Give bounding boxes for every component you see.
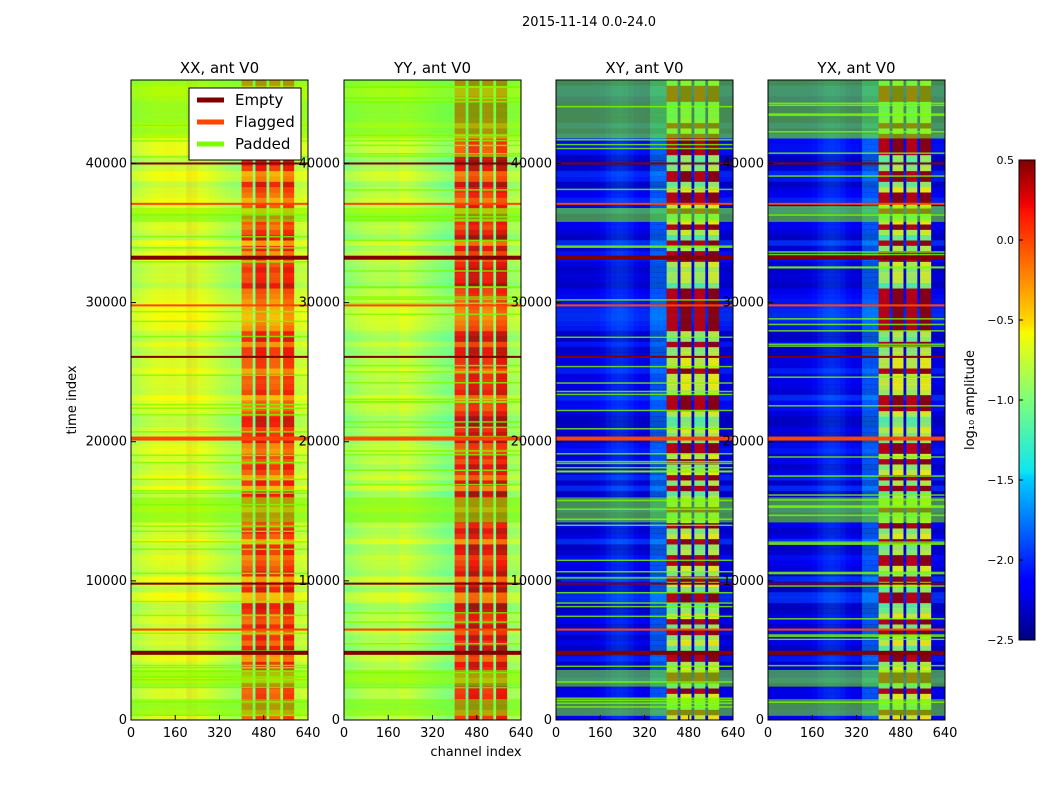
panel-title: XY, ant V0 [605, 59, 683, 77]
x-tick-label: 640 [721, 726, 746, 741]
heatmap-image [768, 80, 945, 720]
colorbar-tick-label: 0.0 [997, 234, 1015, 247]
x-tick-label: 0 [127, 726, 135, 741]
colorbar-tick-label: −1.0 [987, 394, 1014, 407]
panel-2: YY, ant V0 0 160 320 480 640 0 10000 20000 30000 4… [299, 59, 534, 741]
panel-title: YX, ant V0 [816, 59, 895, 77]
y-axis-label: time index [65, 365, 80, 434]
legend-entry: Empty [235, 91, 283, 109]
x-tick-label: 160 [800, 726, 825, 741]
colorbar-label: log₁₀ amplitude [963, 350, 978, 450]
x-tick-label: 160 [163, 726, 188, 741]
y-tick-label: 10000 [299, 574, 340, 589]
x-tick-label: 160 [588, 726, 613, 741]
x-tick-label: 0 [340, 726, 348, 741]
colorbar-tick-label: −2.0 [987, 554, 1014, 567]
x-tick-label: 320 [632, 726, 657, 741]
x-tick-label: 480 [464, 726, 489, 741]
y-tick-label: 10000 [86, 574, 127, 589]
heatmap-image [131, 80, 308, 720]
y-tick-label: 30000 [723, 296, 764, 311]
colorbar-tick-label: −2.5 [987, 634, 1014, 647]
x-tick-label: 640 [296, 726, 321, 741]
heatmap-image [344, 80, 521, 720]
x-tick-label: 0 [552, 726, 560, 741]
panel-4: YX, ant V0 0 160 320 480 640 0 10000 20000 30000 4… [723, 59, 958, 741]
y-tick-label: 30000 [299, 296, 340, 311]
y-tick-label: 0 [119, 713, 127, 728]
legend-entry: Flagged [235, 113, 295, 131]
x-tick-label: 160 [376, 726, 401, 741]
x-tick-label: 480 [251, 726, 276, 741]
legend: Empty Flagged Padded [188, 87, 302, 161]
x-tick-label: 320 [207, 726, 232, 741]
panel-3: XY, ant V0 0 160 320 480 640 0 10000 20000 30000 4… [511, 59, 746, 741]
y-tick-label: 10000 [511, 574, 552, 589]
y-tick-label: 10000 [723, 574, 764, 589]
y-tick-label: 0 [332, 713, 340, 728]
panel-title: YY, ant V0 [393, 59, 471, 77]
colorbar-tick-label: −1.5 [987, 474, 1014, 487]
x-tick-label: 640 [509, 726, 534, 741]
panel-1: XX, ant V0 0 160 320 480 640 0 10000 20000 30000 4… [86, 59, 321, 741]
y-tick-label: 20000 [299, 435, 340, 450]
y-tick-label: 40000 [511, 156, 552, 171]
legend-entry: Padded [235, 135, 290, 153]
y-tick-label: 20000 [723, 435, 764, 450]
figure-suptitle: 2015-11-14 0.0-24.0 [522, 15, 656, 30]
panel-title: XX, ant V0 [180, 59, 259, 77]
x-tick-label: 320 [844, 726, 869, 741]
x-tick-label: 640 [933, 726, 958, 741]
y-tick-label: 0 [544, 713, 552, 728]
y-tick-label: 30000 [511, 296, 552, 311]
y-tick-label: 0 [756, 713, 764, 728]
colorbar: 0.5 0.0 −0.5 −1.0 −1.5 −2.0 −2.5 log₁₀ amplitu… [963, 154, 1036, 647]
y-tick-label: 20000 [86, 435, 127, 450]
x-tick-label: 0 [764, 726, 772, 741]
x-tick-label: 320 [420, 726, 445, 741]
y-tick-label: 40000 [299, 156, 340, 171]
x-axis-label: channel index [430, 745, 521, 760]
x-tick-label: 480 [676, 726, 701, 741]
y-tick-label: 40000 [723, 156, 764, 171]
y-tick-label: 30000 [86, 296, 127, 311]
y-tick-label: 20000 [511, 435, 552, 450]
colorbar-tick-label: 0.5 [997, 154, 1015, 167]
heatmap-image [556, 80, 733, 720]
x-tick-label: 480 [888, 726, 913, 741]
y-tick-label: 40000 [86, 156, 127, 171]
colorbar-tick-label: −0.5 [987, 314, 1014, 327]
panels-group: XX, ant V0 0 160 320 480 640 0 10000 20000 30000 4… [86, 59, 958, 741]
